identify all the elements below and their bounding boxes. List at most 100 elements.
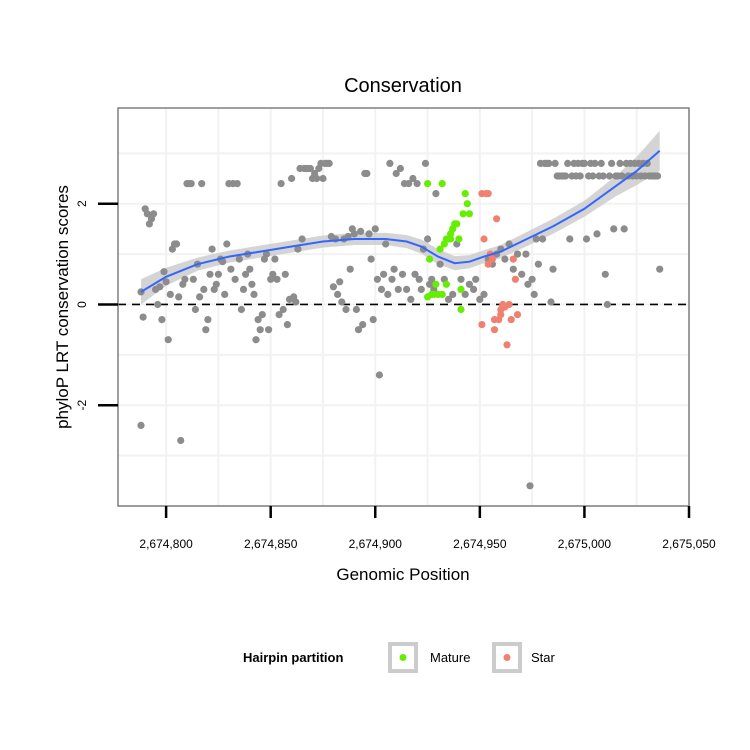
point-other xyxy=(522,250,530,258)
legend: Hairpin partition Mature Star xyxy=(243,642,556,673)
point-star xyxy=(478,321,486,329)
point-other xyxy=(269,270,277,278)
point-other xyxy=(377,285,386,293)
x-tick-label: 2,675,000 xyxy=(558,537,612,551)
point-other xyxy=(509,265,517,273)
point-other xyxy=(242,270,250,278)
y-tick-label: 2 xyxy=(75,200,89,207)
point-other xyxy=(325,159,333,167)
point-other xyxy=(200,285,208,293)
point-star xyxy=(513,311,522,319)
point-other xyxy=(380,270,388,278)
point-star xyxy=(484,190,492,198)
point-other xyxy=(582,235,591,243)
point-other xyxy=(158,316,166,324)
point-other xyxy=(208,245,216,253)
point-other xyxy=(421,159,430,167)
point-other xyxy=(221,290,229,298)
point-other xyxy=(432,190,440,198)
point-other xyxy=(354,326,363,334)
point-other xyxy=(576,172,584,180)
y-axis: -2 0 2 xyxy=(75,200,118,411)
point-other xyxy=(424,235,432,243)
point-other xyxy=(551,159,559,167)
point-other xyxy=(214,270,222,278)
point-other xyxy=(248,280,256,288)
point-other xyxy=(271,255,279,263)
point-other xyxy=(472,275,480,283)
point-other xyxy=(618,172,626,180)
point-other xyxy=(175,293,183,301)
point-star xyxy=(497,311,505,319)
point-other xyxy=(342,305,350,314)
point-other xyxy=(394,285,402,293)
point-other xyxy=(357,227,365,235)
point-mature xyxy=(436,245,444,253)
point-other xyxy=(273,275,281,283)
point-other xyxy=(530,290,538,298)
legend-swatch-star xyxy=(503,654,511,661)
point-other xyxy=(166,290,174,298)
point-other xyxy=(369,316,377,324)
point-star xyxy=(503,341,511,349)
point-other xyxy=(409,174,417,183)
x-tick-label: 2,675,050 xyxy=(662,537,716,551)
point-other xyxy=(143,210,151,218)
point-other xyxy=(436,260,444,268)
point-other xyxy=(196,293,204,301)
point-other xyxy=(177,436,185,445)
point-other xyxy=(545,159,553,167)
point-other xyxy=(616,159,624,167)
point-other xyxy=(413,180,421,188)
point-other xyxy=(480,290,488,298)
point-other xyxy=(154,300,162,309)
x-tick-label: 2,674,950 xyxy=(453,537,507,551)
point-star xyxy=(507,316,515,324)
point-other xyxy=(589,172,597,180)
point-other xyxy=(566,235,574,243)
point-mature xyxy=(457,305,465,314)
point-other xyxy=(528,275,536,283)
point-mature xyxy=(455,235,463,243)
point-other xyxy=(288,174,296,183)
point-other xyxy=(388,275,396,283)
point-other xyxy=(411,270,419,278)
point-other xyxy=(476,295,484,303)
point-other xyxy=(403,285,411,293)
point-star xyxy=(484,260,492,268)
x-axis-title: Genomic Position xyxy=(336,565,469,584)
point-other xyxy=(334,290,342,298)
point-other xyxy=(279,305,287,314)
point-other xyxy=(344,232,352,241)
legend-entry-mature: Mature xyxy=(388,642,470,673)
point-other xyxy=(392,169,400,178)
point-other xyxy=(350,230,358,238)
point-other xyxy=(603,300,612,309)
point-other xyxy=(352,305,360,314)
point-other xyxy=(235,255,243,263)
point-other xyxy=(428,275,436,283)
point-other xyxy=(319,174,327,183)
point-other xyxy=(189,275,197,283)
point-other xyxy=(187,180,195,188)
point-other xyxy=(275,311,283,319)
point-mature xyxy=(424,180,432,188)
point-other xyxy=(518,270,526,278)
point-other xyxy=(306,164,314,173)
point-star xyxy=(490,326,499,334)
point-other xyxy=(298,235,306,243)
point-other xyxy=(191,305,199,314)
point-other xyxy=(139,313,147,321)
plot-border xyxy=(117,107,690,507)
point-other xyxy=(137,421,145,429)
point-other xyxy=(223,240,231,248)
legend-key-star xyxy=(492,642,522,673)
point-other xyxy=(513,250,522,258)
point-other xyxy=(227,265,235,273)
point-other xyxy=(313,174,321,183)
point-other xyxy=(367,255,375,263)
point-other xyxy=(250,290,258,298)
point-other xyxy=(599,172,607,180)
point-other xyxy=(597,159,605,167)
